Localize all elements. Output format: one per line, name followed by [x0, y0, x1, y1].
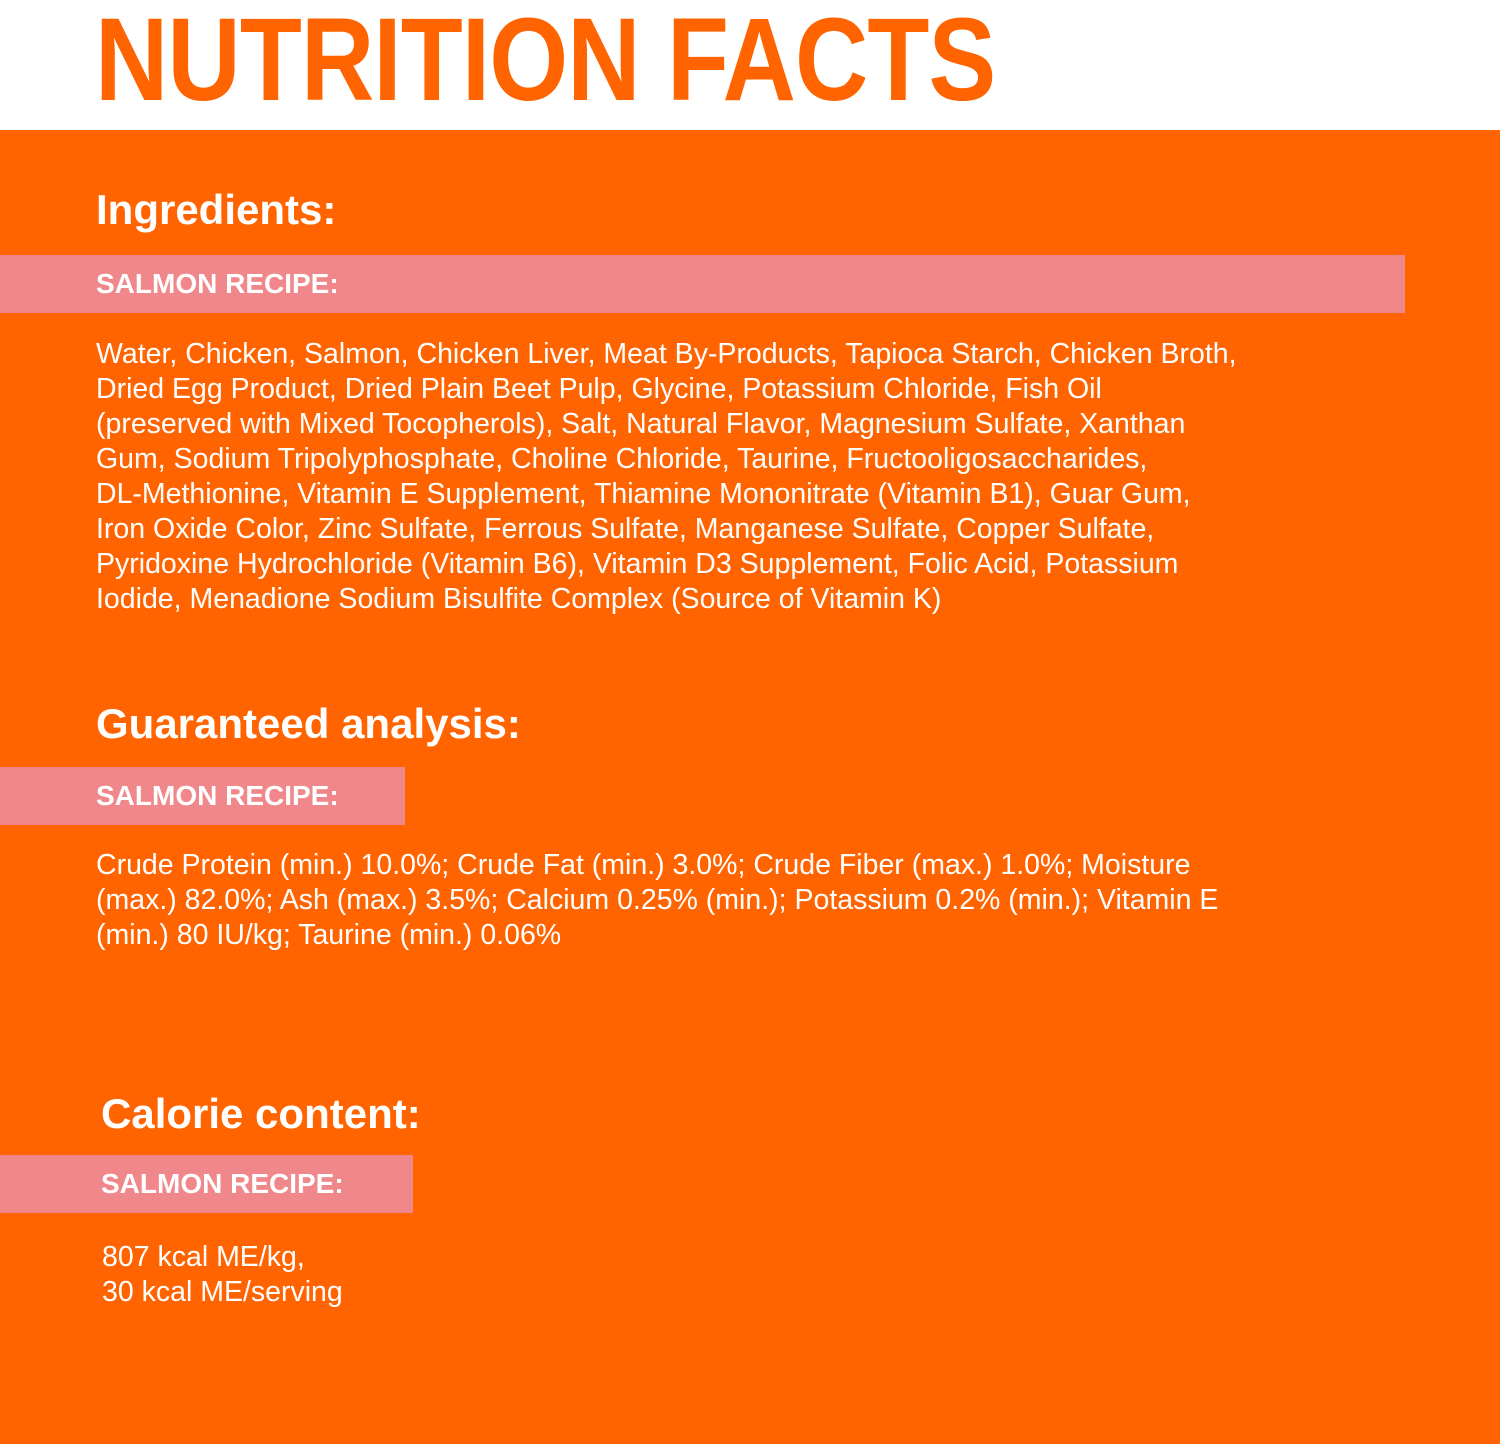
recipe-label: SALMON RECIPE:	[101, 1168, 344, 1199]
ingredients-recipe-bar: SALMON RECIPE:	[0, 255, 1405, 313]
text-line: DL-Methionine, Vitamin E Supplement, Thi…	[96, 478, 1191, 510]
analysis-heading: Guaranteed analysis:	[96, 700, 521, 747]
text-line: 807 kcal ME/kg,	[102, 1241, 305, 1273]
analysis-text: Crude Protein (min.) 10.0%; Crude Fat (m…	[96, 848, 1218, 953]
text-line: Iodide, Menadione Sodium Bisulfite Compl…	[96, 583, 942, 615]
page-title: NUTRITION FACTS	[95, 0, 996, 126]
recipe-label: SALMON RECIPE:	[96, 268, 339, 299]
text-line: Pyridoxine Hydrochloride (Vitamin B6), V…	[96, 548, 1179, 580]
text-line: Water, Chicken, Salmon, Chicken Liver, M…	[96, 338, 1237, 370]
text-line: Crude Protein (min.) 10.0%; Crude Fat (m…	[96, 849, 1191, 881]
text-line: Iron Oxide Color, Zinc Sulfate, Ferrous …	[96, 513, 1155, 545]
text-line: Dried Egg Product, Dried Plain Beet Pulp…	[96, 373, 1102, 405]
header-band: NUTRITION FACTS	[0, 0, 1500, 130]
ingredients-text: Water, Chicken, Salmon, Chicken Liver, M…	[96, 337, 1237, 617]
ingredients-heading: Ingredients:	[96, 186, 337, 233]
calories-heading: Calorie content:	[101, 1090, 421, 1137]
text-line: (min.) 80 IU/kg; Taurine (min.) 0.06%	[96, 919, 562, 951]
text-line: (preserved with Mixed Tocopherols), Salt…	[96, 408, 1186, 440]
calories-text: 807 kcal ME/kg, 30 kcal ME/serving	[102, 1240, 343, 1310]
calories-recipe-bar: SALMON RECIPE:	[0, 1155, 413, 1213]
recipe-label: SALMON RECIPE:	[96, 780, 339, 811]
text-line: Gum, Sodium Tripolyphosphate, Choline Ch…	[96, 443, 1148, 475]
analysis-recipe-bar: SALMON RECIPE:	[0, 767, 405, 825]
text-line: (max.) 82.0%; Ash (max.) 3.5%; Calcium 0…	[96, 884, 1219, 916]
text-line: 30 kcal ME/serving	[102, 1276, 343, 1308]
